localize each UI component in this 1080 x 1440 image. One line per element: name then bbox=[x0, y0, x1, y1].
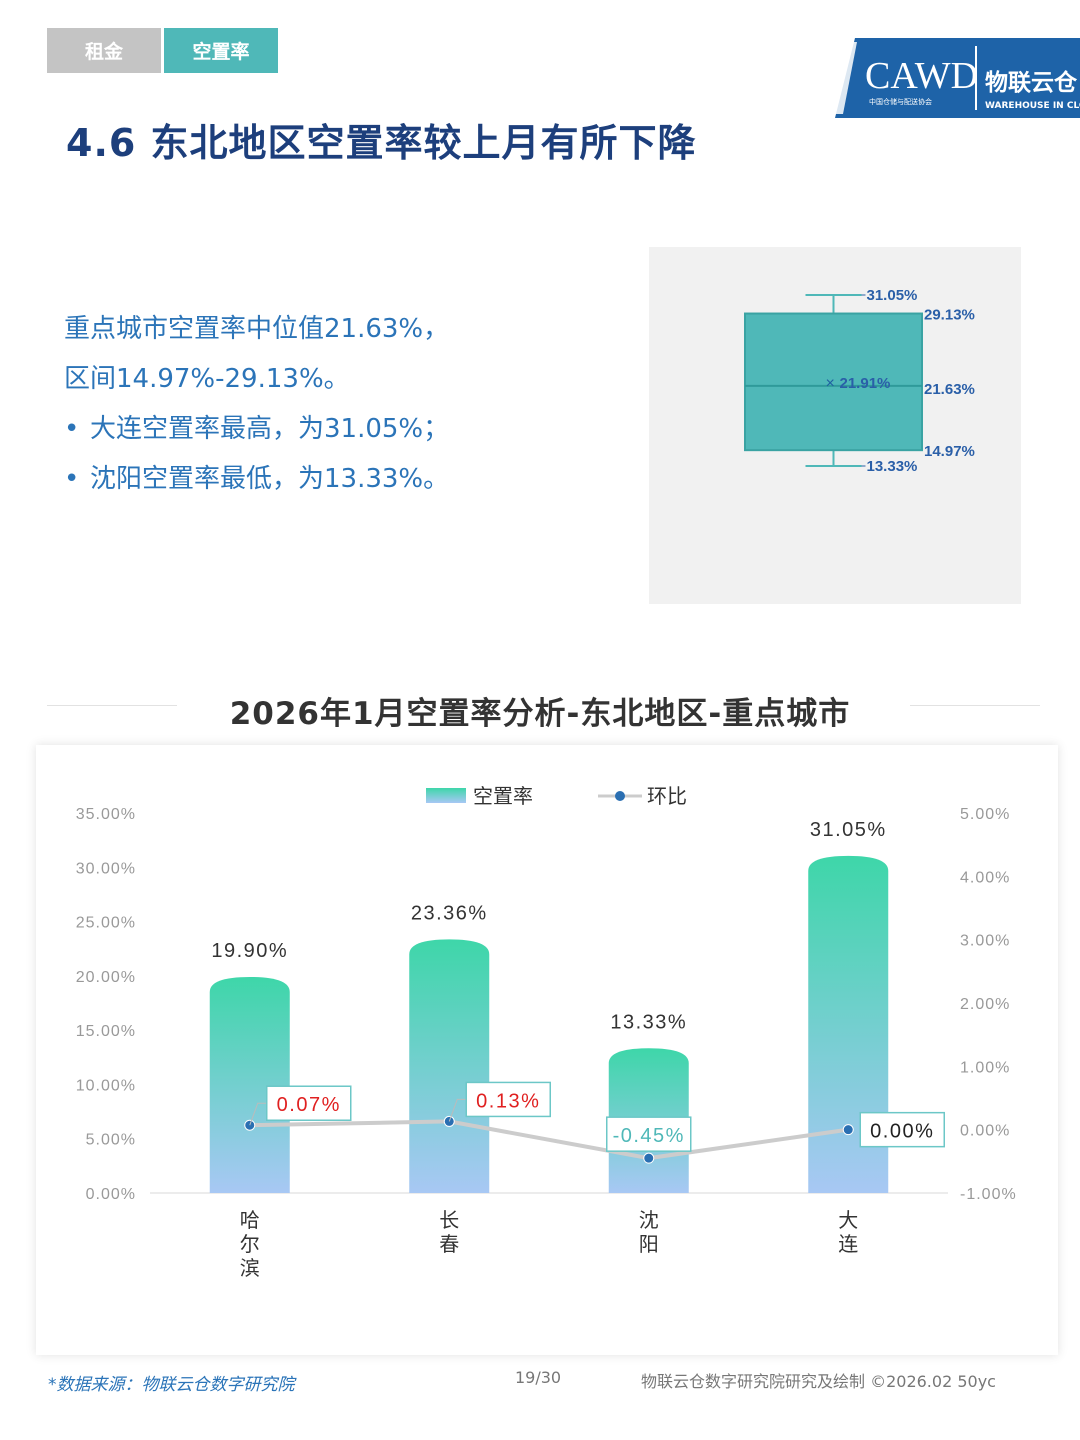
category-char: 长 bbox=[439, 1208, 459, 1232]
mom-label-box bbox=[465, 1081, 551, 1118]
data-source: *数据来源：物联云仓数字研究院 bbox=[48, 1375, 295, 1395]
legend-line-marker bbox=[615, 791, 625, 801]
boxplot-median-label: 21.63% bbox=[924, 381, 975, 398]
category-char: 滨 bbox=[240, 1256, 260, 1280]
bullet-icon: • bbox=[64, 414, 80, 444]
mom-value-label: 0.07% bbox=[277, 1094, 341, 1116]
mom-point bbox=[443, 1115, 455, 1127]
mom-line bbox=[249, 1119, 849, 1161]
mom-value-label: 0.13% bbox=[476, 1090, 540, 1112]
logo-text: CAWD bbox=[865, 55, 978, 97]
boxplot-chart: × 31.05% 29.13% 21.91% 21.63% 14.97% 13.33% bbox=[744, 287, 975, 475]
bar-value-label: 13.33% bbox=[610, 1011, 687, 1033]
boxplot-panel: × 31.05% 29.13% 21.91% 21.63% 14.97% 13.33% bbox=[649, 247, 1021, 604]
right-axis-tick: -1.00% bbox=[960, 1186, 1017, 1203]
summary-bullet: • 沈阳空置率最低，为13.33%。 bbox=[64, 454, 449, 504]
tab-vacancy-rate[interactable]: 空置率 bbox=[164, 28, 278, 73]
divider bbox=[910, 705, 1040, 706]
divider bbox=[47, 705, 177, 706]
mom-point bbox=[643, 1152, 655, 1164]
left-axis-tick: 5.00% bbox=[86, 1132, 136, 1149]
left-axis-tick: 20.00% bbox=[76, 969, 136, 986]
category-char: 哈 bbox=[240, 1208, 260, 1232]
logo-brand: 物联云仓 bbox=[985, 69, 1078, 96]
chart-card: 0.00% 5.00% 10.00% 15.00% 20.00% 25.00% 30.00%… bbox=[36, 745, 1058, 1355]
category-char: 大 bbox=[838, 1208, 858, 1232]
page-title: 4.6 东北地区空置率较上月有所下降 bbox=[66, 121, 697, 165]
legend-bar-swatch bbox=[426, 788, 466, 803]
category-label: 沈阳 bbox=[639, 1208, 659, 1256]
mom-value-label: 0.00% bbox=[870, 1121, 934, 1143]
boxplot-min-label: 13.33% bbox=[867, 458, 918, 475]
bar-3 bbox=[808, 855, 889, 1193]
credit: 物联云仓数字研究院研究及绘制 ©2026.02 50yc bbox=[641, 1372, 996, 1391]
right-axis-tick: 0.00% bbox=[960, 1123, 1010, 1140]
right-axis-tick: 3.00% bbox=[960, 933, 1010, 950]
legend-bar-label: 空置率 bbox=[473, 784, 533, 808]
category-label: 哈尔滨 bbox=[240, 1208, 260, 1280]
boxplot-mean-label: 21.91% bbox=[840, 375, 891, 392]
label-leader bbox=[448, 1098, 467, 1122]
right-axis-tick: 4.00% bbox=[960, 869, 1010, 886]
bullet-text: 大连空置率最高，为31.05%； bbox=[90, 414, 450, 444]
mom-label-box bbox=[266, 1085, 352, 1121]
left-axis-tick: 30.00% bbox=[76, 860, 136, 877]
summary-line: 重点城市空置率中位值21.63%， bbox=[64, 314, 450, 344]
bar-0 bbox=[209, 976, 290, 1193]
boxplot-q3-label: 29.13% bbox=[924, 307, 975, 324]
category-char: 阳 bbox=[639, 1232, 659, 1256]
bullet-text: 沈阳空置率最低，为13.33%。 bbox=[90, 464, 450, 494]
boxplot-box bbox=[744, 312, 923, 452]
category-label: 大连 bbox=[838, 1208, 858, 1256]
boxplot-max-label: 31.05% bbox=[867, 287, 918, 304]
mom-label-box bbox=[859, 1111, 945, 1148]
vacancy-chart: 0.00% 5.00% 10.00% 15.00% 20.00% 25.00% 30.00%… bbox=[76, 784, 1017, 1280]
category-label: 长春 bbox=[439, 1208, 459, 1256]
summary-text: 重点城市空置率中位值21.63%， 区间14.97%-29.13%。 • 大连空置… bbox=[64, 304, 449, 504]
right-axis-tick: 2.00% bbox=[960, 996, 1010, 1013]
bar-1 bbox=[409, 939, 490, 1193]
mom-value-label: -0.45% bbox=[613, 1125, 685, 1147]
mom-point bbox=[244, 1119, 256, 1131]
mom-point bbox=[842, 1124, 854, 1136]
left-axis-tick: 0.00% bbox=[86, 1186, 136, 1203]
left-axis-tick: 35.00% bbox=[76, 806, 136, 823]
bullet-icon: • bbox=[64, 464, 80, 494]
summary-bullet: • 大连空置率最高，为31.05%； bbox=[64, 404, 449, 454]
logo-subtitle: 中国仓储与配送协会 bbox=[869, 97, 932, 106]
mom-label-box bbox=[606, 1116, 692, 1152]
logo-brand-sub: WAREHOUSE IN CLOUD bbox=[985, 101, 1080, 111]
legend-line-label: 环比 bbox=[647, 784, 687, 808]
label-leader bbox=[249, 1102, 267, 1126]
bar-value-label: 19.90% bbox=[211, 940, 288, 962]
category-char: 尔 bbox=[240, 1232, 260, 1256]
left-axis-tick: 15.00% bbox=[76, 1023, 136, 1040]
mean-marker: × bbox=[826, 375, 835, 392]
category-char: 春 bbox=[439, 1232, 459, 1256]
category-char: 沈 bbox=[639, 1208, 659, 1232]
left-axis-tick: 10.00% bbox=[76, 1077, 136, 1094]
summary-line: 区间14.97%-29.13%。 bbox=[64, 364, 350, 394]
bar-value-label: 31.05% bbox=[810, 819, 887, 841]
boxplot-q1-label: 14.97% bbox=[924, 443, 975, 460]
category-char: 连 bbox=[838, 1232, 858, 1256]
page-number: 19/30 bbox=[515, 1368, 562, 1387]
tab-rent[interactable]: 租金 bbox=[47, 28, 161, 73]
bar-value-label: 23.36% bbox=[411, 902, 488, 924]
cawd-logo: CAWD 中国仓储与配送协会 物联云仓 WAREHOUSE IN CLOUD bbox=[835, 38, 1080, 118]
chart-title: 2026年1月空置率分析-东北地区-重点城市 bbox=[229, 696, 851, 732]
left-axis-tick: 25.00% bbox=[76, 915, 136, 932]
right-axis-tick: 5.00% bbox=[960, 806, 1010, 823]
right-axis-tick: 1.00% bbox=[960, 1059, 1010, 1076]
